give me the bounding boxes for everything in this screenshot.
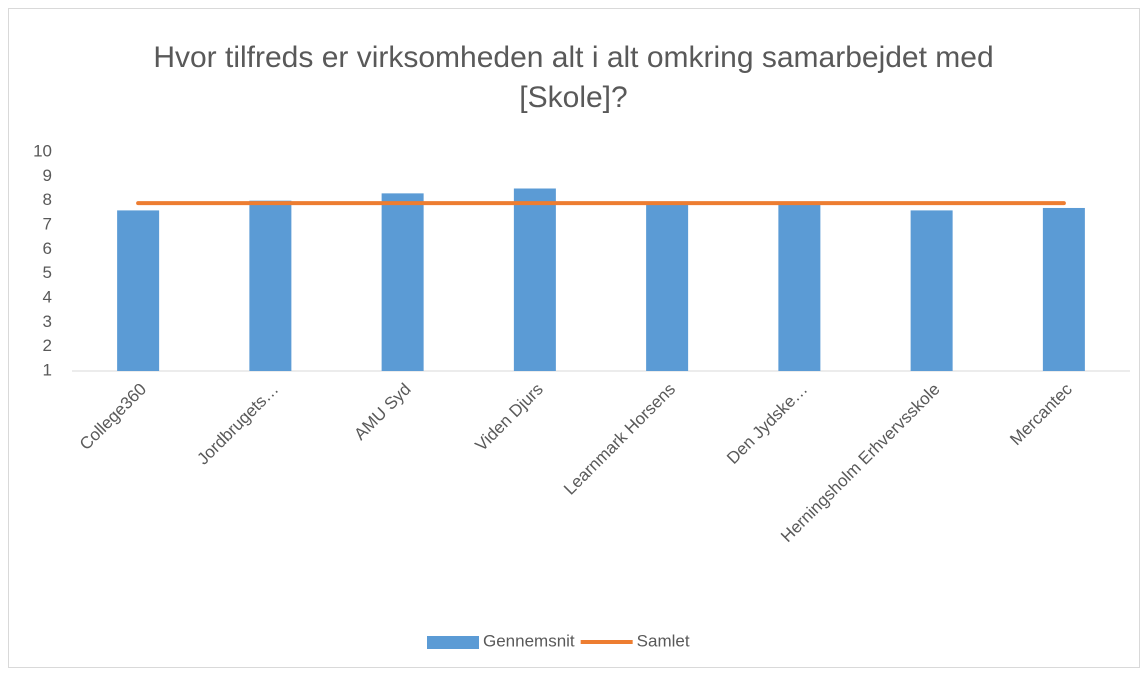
y-tick-label: 10 [33,141,52,160]
chart-title: Hvor tilfreds er virksomheden alt i alt … [153,41,994,114]
bar [778,203,821,371]
bar [910,210,953,371]
bar [1042,207,1085,371]
y-tick-label: 8 [43,190,52,209]
legend-label: Samlet [637,631,690,650]
y-tick-label: 9 [43,166,52,185]
y-tick-label: 6 [43,239,52,258]
y-tick-label: 5 [43,263,52,282]
y-tick-label: 1 [43,360,52,379]
y-tick-label: 3 [43,312,52,331]
bar [117,210,160,371]
bar [381,193,424,371]
y-tick-label: 2 [43,336,52,355]
legend-swatch [427,636,479,649]
bar [513,188,556,371]
bar [646,203,689,371]
legend-label: Gennemsnit [483,631,575,650]
y-tick-label: 4 [43,287,52,306]
bar [249,200,292,371]
y-tick-label: 7 [43,214,52,233]
